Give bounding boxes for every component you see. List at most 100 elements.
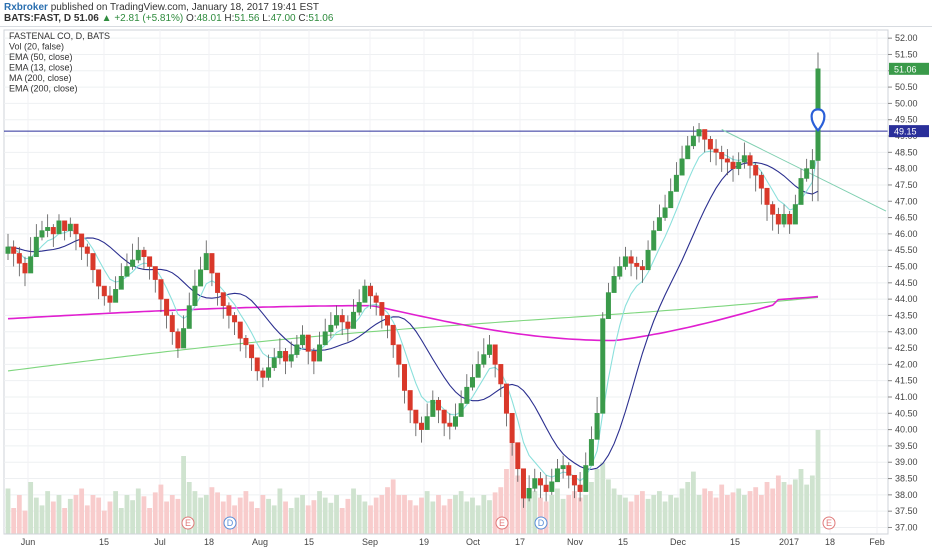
alert-pin-icon[interactable] xyxy=(810,108,826,132)
y-tick-label: 44.00 xyxy=(895,294,918,304)
candle-body xyxy=(481,354,487,365)
candle-body xyxy=(741,155,747,163)
volume-bar xyxy=(254,508,260,534)
volume-bar xyxy=(424,491,430,534)
candle-body xyxy=(62,220,68,231)
event-marker-icon[interactable] xyxy=(822,516,836,530)
candle-body xyxy=(662,207,668,218)
indicator-label[interactable]: Vol (20, false) xyxy=(9,42,64,52)
close-value: 51.06 xyxy=(308,13,334,24)
volume-bar xyxy=(67,498,73,534)
volume-bar xyxy=(606,479,611,534)
volume-bar xyxy=(402,495,407,534)
candle-body xyxy=(430,399,436,417)
candle-body xyxy=(583,465,589,492)
volume-bar xyxy=(543,501,549,534)
y-tick-label: 42.00 xyxy=(895,359,918,369)
candle-body xyxy=(798,178,804,205)
volume-bar xyxy=(572,491,577,534)
volume-bar xyxy=(373,497,379,534)
trendline[interactable] xyxy=(721,129,887,212)
ema200-line xyxy=(7,295,819,342)
volume-bar xyxy=(328,502,334,534)
candle-body xyxy=(520,468,526,499)
volume-bar xyxy=(538,497,543,534)
event-marker-label: D xyxy=(538,518,545,528)
y-tick-label: 44.50 xyxy=(895,278,918,288)
candle-body xyxy=(656,217,662,231)
volume-bar xyxy=(317,491,322,534)
volume-bar xyxy=(237,497,243,534)
volume-bar xyxy=(741,495,747,534)
volume-bar xyxy=(600,462,606,534)
volume-bar xyxy=(385,487,390,534)
event-marker-icon[interactable] xyxy=(495,516,509,530)
volume-bar xyxy=(90,495,96,534)
candle-body xyxy=(713,148,719,153)
candle-body xyxy=(317,344,323,362)
event-marker-icon[interactable] xyxy=(181,516,195,530)
candle-body xyxy=(5,246,11,254)
y-tick-label: 43.50 xyxy=(895,310,918,320)
candle-body xyxy=(549,481,555,492)
volume-bar xyxy=(311,500,317,534)
candle-body xyxy=(571,474,577,486)
indicator-label[interactable]: EMA (50, close) xyxy=(9,52,73,62)
ema13-line xyxy=(7,149,819,482)
candle-body xyxy=(385,315,391,326)
close-label: C: xyxy=(298,13,309,24)
candle-body xyxy=(402,364,408,391)
publish-line: Rxbroker published on TradingView.com, J… xyxy=(4,2,319,13)
indicator-label[interactable]: MA (200, close) xyxy=(9,73,72,83)
volume-bar xyxy=(379,495,385,534)
y-tick-label: 45.00 xyxy=(895,262,918,272)
x-tick-label: 18 xyxy=(825,537,835,547)
candle-body xyxy=(209,253,215,274)
x-tick-label: Feb xyxy=(869,537,885,547)
volume-bar xyxy=(124,495,130,534)
candle-body xyxy=(435,399,441,411)
candle-body xyxy=(690,135,696,147)
volume-bar xyxy=(334,495,339,534)
volume-bar xyxy=(651,495,657,534)
volume-bar xyxy=(260,495,266,534)
volume-bar xyxy=(453,495,458,534)
event-marker-icon[interactable] xyxy=(534,516,548,530)
candle-body xyxy=(339,315,345,323)
candle-body xyxy=(243,337,249,346)
indicator-label[interactable]: FASTENAL CO, D, BATS xyxy=(9,31,110,41)
candle-body xyxy=(469,377,475,388)
candle-body xyxy=(84,246,90,254)
volume-bars xyxy=(5,430,821,534)
volume-bar xyxy=(526,495,532,534)
username-link[interactable]: Rxbroker xyxy=(4,2,48,13)
candle-body xyxy=(141,249,147,258)
candle-body xyxy=(33,236,39,258)
volume-bar xyxy=(175,498,181,534)
candle-body xyxy=(407,390,413,411)
candle-body xyxy=(334,315,340,326)
candle-body xyxy=(396,344,402,365)
volume-bar xyxy=(22,510,28,534)
x-tick-label: Nov xyxy=(567,537,584,547)
plot-area[interactable] xyxy=(3,29,889,535)
candle-body xyxy=(566,465,572,476)
volume-bar xyxy=(288,508,294,534)
volume-bar xyxy=(504,469,509,534)
x-tick-label: Aug xyxy=(252,537,268,547)
volume-bar xyxy=(555,488,560,534)
volume-bar xyxy=(481,495,487,534)
indicator-label[interactable]: EMA (200, close) xyxy=(9,84,78,94)
candle-body xyxy=(45,227,51,231)
volume-bar xyxy=(113,491,119,534)
x-tick-label: 15 xyxy=(304,537,314,547)
volume-bar xyxy=(498,487,504,534)
indicator-label[interactable]: EMA (13, close) xyxy=(9,63,73,73)
volume-bar xyxy=(645,498,651,534)
volume-bar xyxy=(5,488,11,534)
candle-body xyxy=(730,161,736,169)
volume-bar xyxy=(577,497,583,534)
event-marker-icon[interactable] xyxy=(223,516,237,530)
candle-body xyxy=(271,357,277,368)
